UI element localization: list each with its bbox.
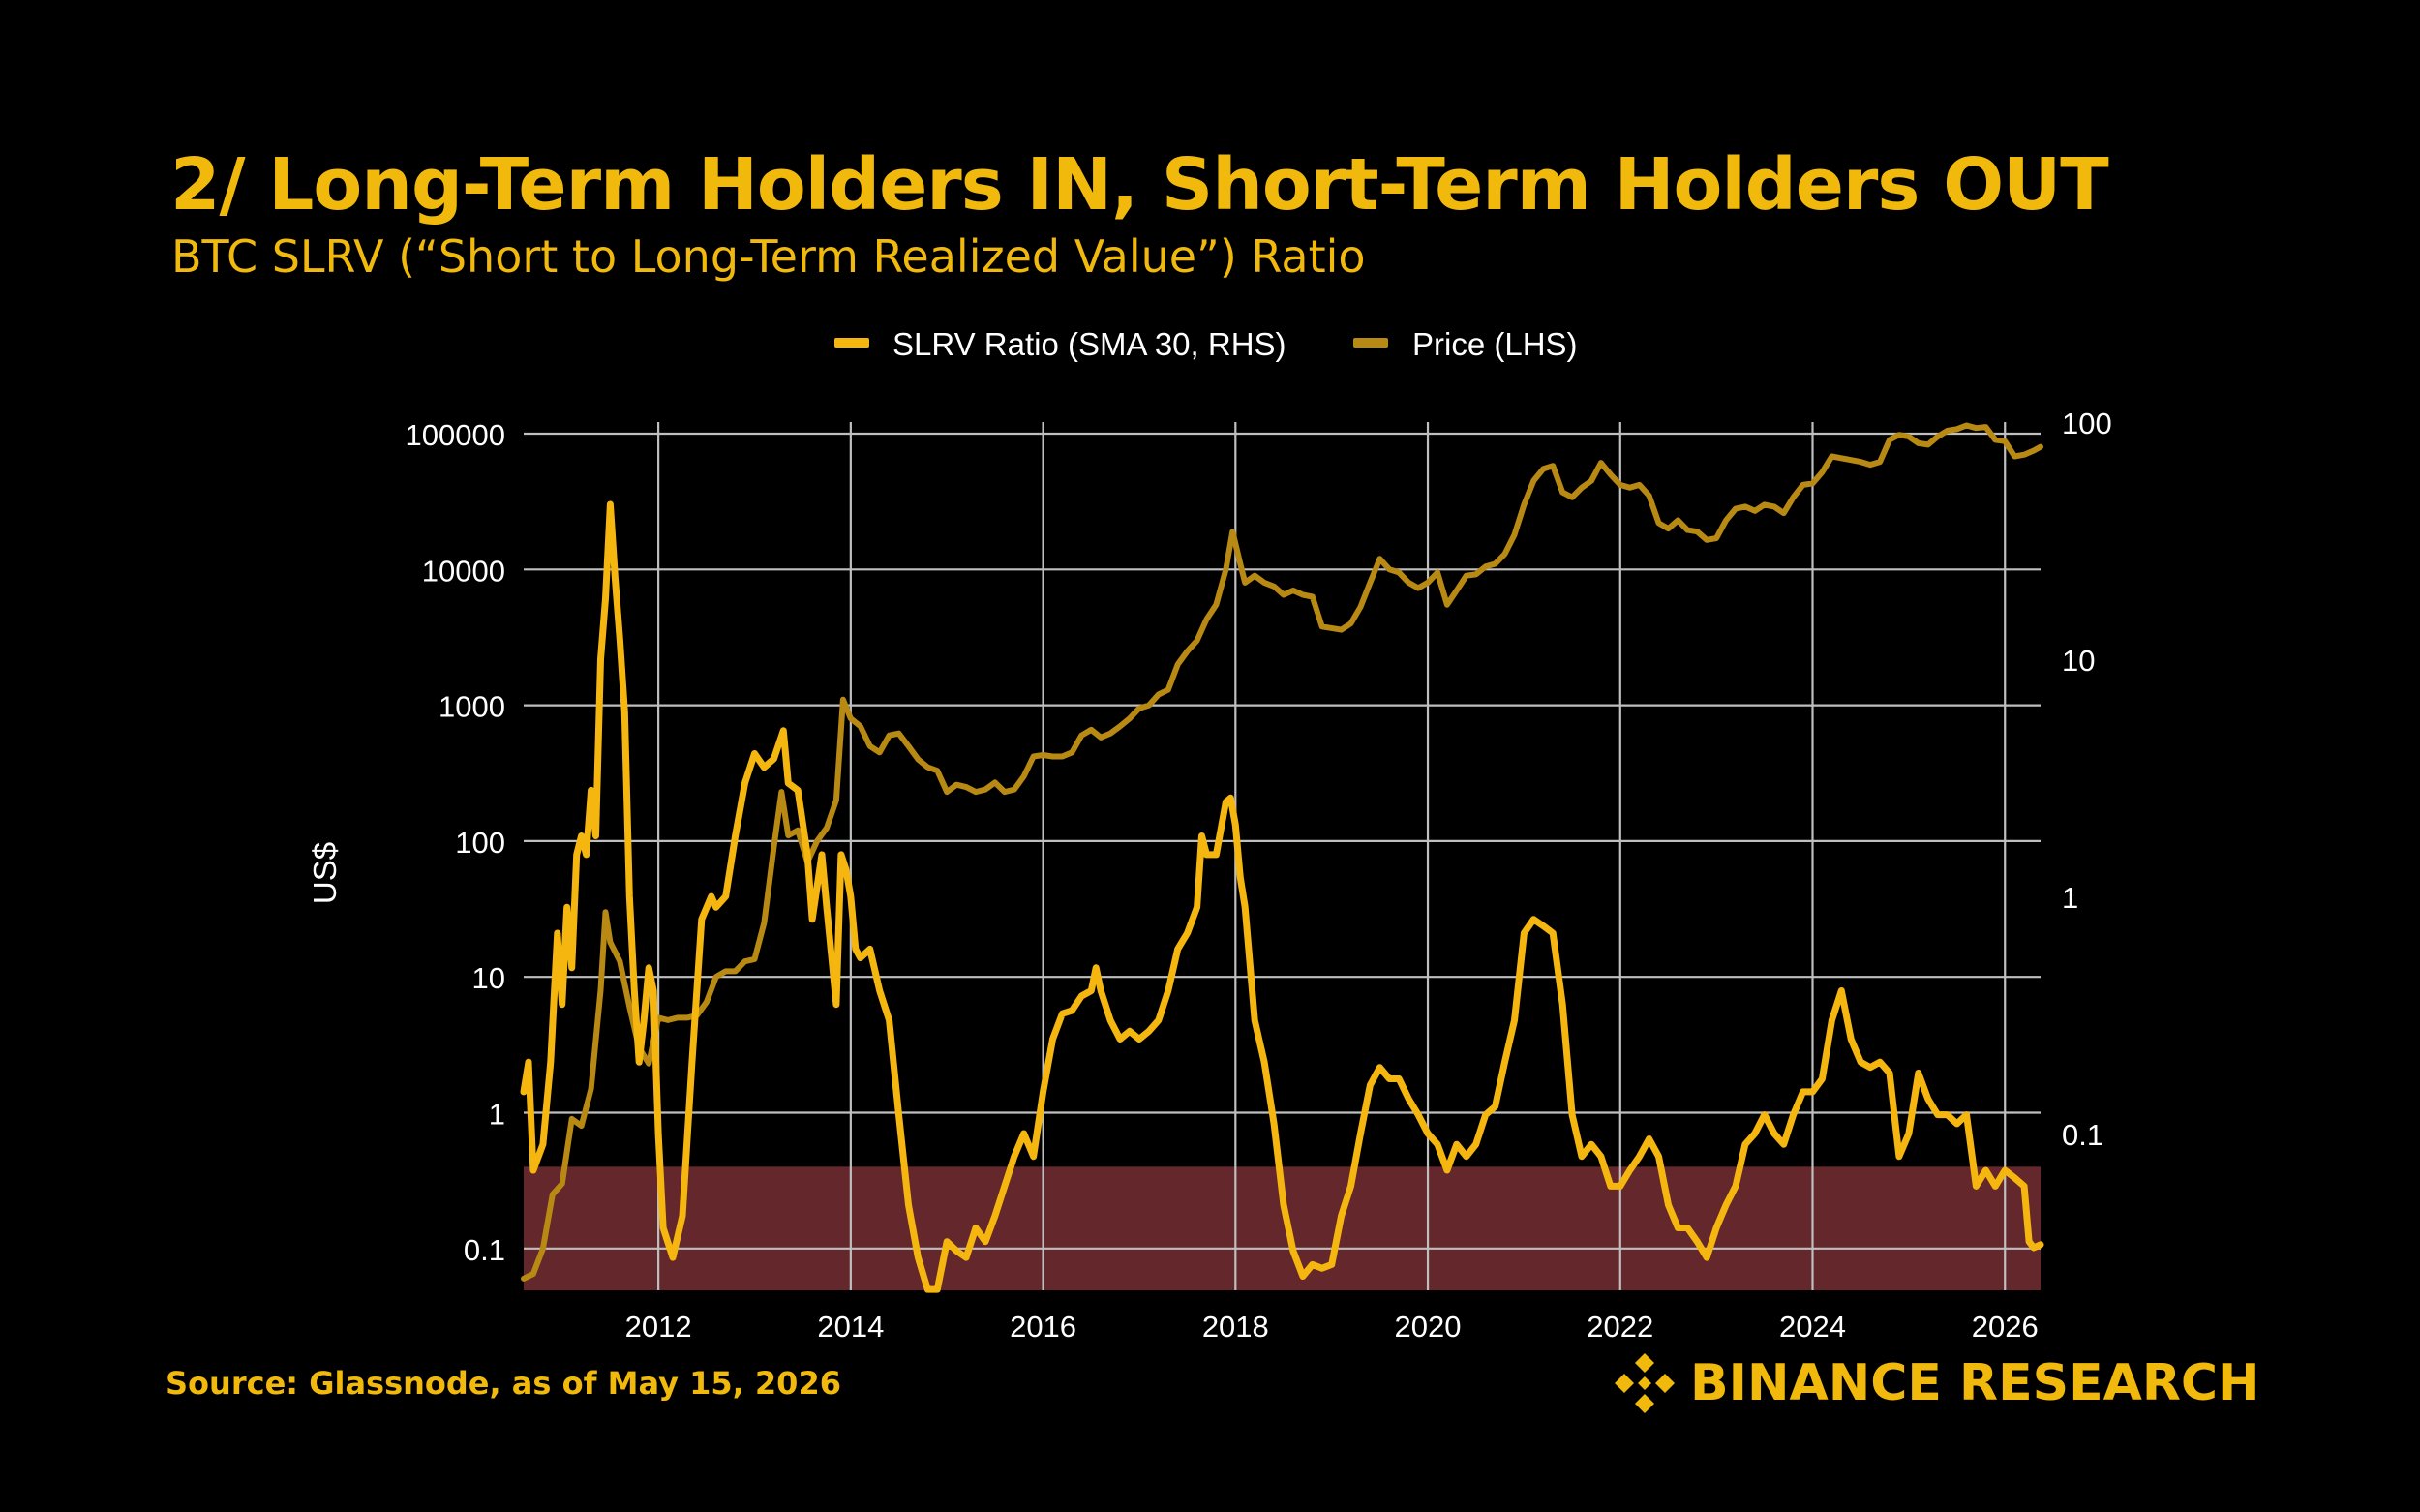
x-tick-label: 2026 [1972, 1310, 2039, 1344]
x-tick-label: 2022 [1587, 1310, 1653, 1344]
y-left-tick-label: 10 [472, 961, 505, 995]
series-line-price [521, 422, 2043, 1282]
brand-name: BINANCE RESEARCH [1690, 1354, 2260, 1412]
y-left-tick-label: 0.1 [464, 1233, 505, 1267]
x-tick-label: 2020 [1395, 1310, 1462, 1344]
series-line-slrv [520, 500, 2044, 1293]
chart-title: 2/ Long-Term Holders IN, Short-Term Hold… [170, 143, 2109, 227]
legend: SLRV Ratio (SMA 30, RHS) Price (LHS) [834, 326, 1578, 362]
chart-subtitle: BTC SLRV (“Short to Long-Term Realized V… [171, 230, 1366, 283]
y-right-tick-label: 10 [2062, 644, 2095, 678]
x-tick-label: 2014 [817, 1310, 884, 1344]
y-right-tick-label: 1 [2062, 881, 2078, 915]
binance-diamond-icon [1615, 1353, 1675, 1413]
y-left-tick-label: 1000 [439, 690, 505, 724]
y-axis-left-label: US$ [307, 842, 343, 904]
source-note: Source: Glassnode, as of May 15, 2026 [166, 1365, 841, 1402]
legend-label-price: Price (LHS) [1412, 326, 1578, 362]
y-left-tick-label: 100000 [406, 418, 505, 452]
legend-swatch-slrv [834, 338, 869, 348]
legend-swatch-price [1353, 338, 1388, 348]
x-tick-label: 2024 [1779, 1310, 1846, 1344]
brand-logo: BINANCE RESEARCH [1613, 1351, 2260, 1415]
y-left-tick-label: 100 [455, 826, 505, 860]
y-left-tick-label: 1 [489, 1098, 505, 1132]
x-tick-label: 2018 [1202, 1310, 1269, 1344]
y-right-tick-label: 0.1 [2062, 1118, 2103, 1152]
x-tick-label: 2016 [1010, 1310, 1076, 1344]
legend-label-slrv: SLRV Ratio (SMA 30, RHS) [892, 326, 1286, 362]
y-right-tick-label: 100 [2062, 407, 2112, 440]
y-left-tick-label: 10000 [422, 554, 505, 588]
x-tick-label: 2012 [625, 1310, 692, 1344]
